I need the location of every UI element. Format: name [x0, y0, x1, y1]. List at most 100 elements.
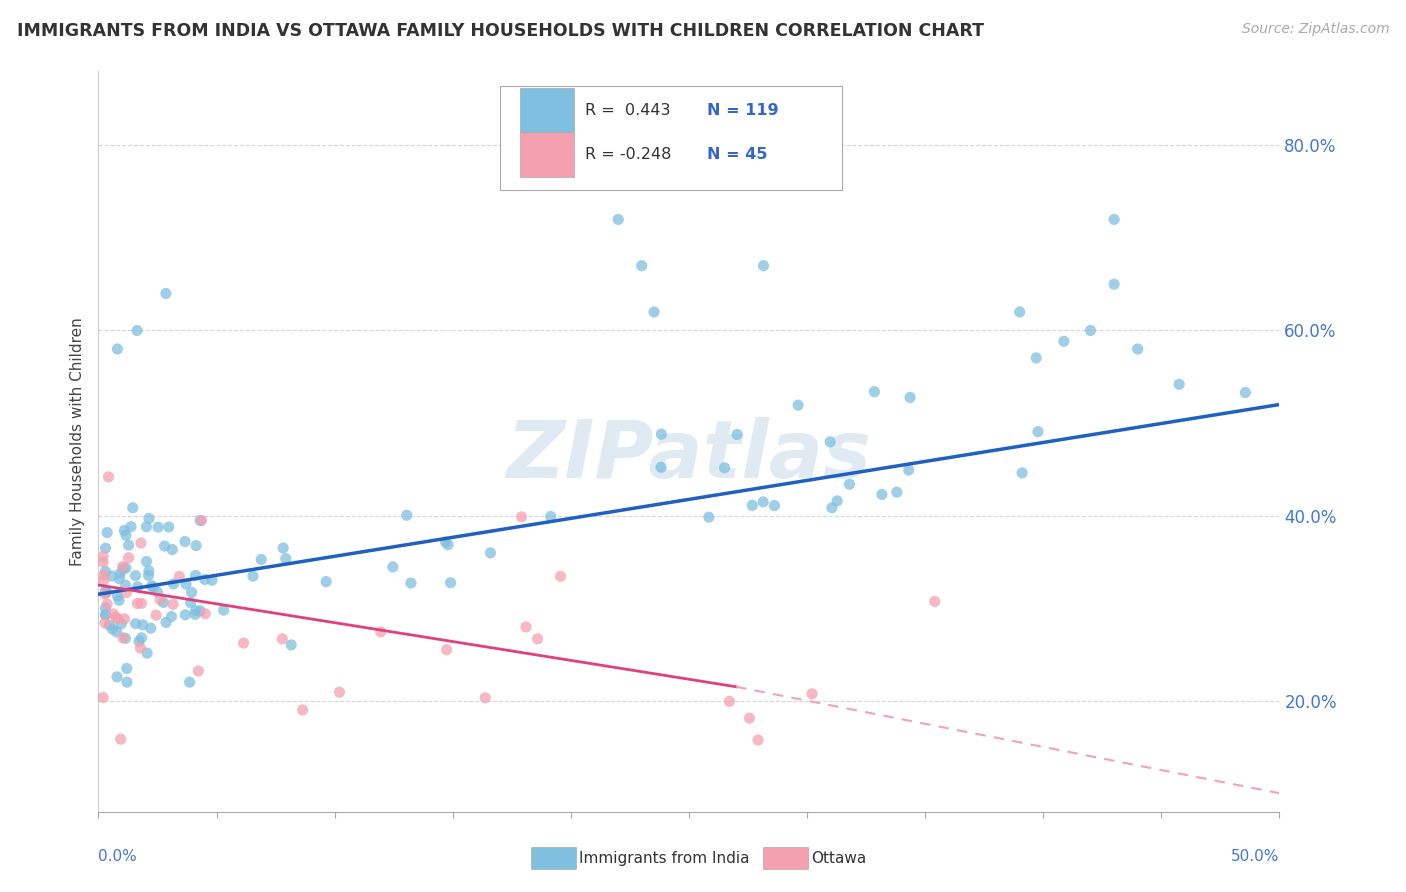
Point	[1168, 377, 1191, 392]
Point	[103, 607, 125, 621]
Point	[135, 554, 157, 568]
Point	[162, 542, 184, 557]
Point	[1102, 277, 1125, 292]
Point	[395, 508, 418, 523]
Point	[131, 631, 153, 645]
Text: 0.0%: 0.0%	[98, 849, 138, 863]
Point	[280, 638, 302, 652]
Point	[115, 585, 138, 599]
Point	[725, 427, 748, 442]
Point	[120, 519, 142, 533]
Point	[291, 703, 314, 717]
Point	[108, 566, 131, 581]
Point	[510, 509, 533, 524]
Point	[738, 711, 761, 725]
Point	[315, 574, 337, 589]
Point	[747, 733, 769, 747]
Point	[1008, 305, 1031, 319]
Text: Immigrants from India: Immigrants from India	[579, 851, 749, 865]
Point	[127, 597, 149, 611]
Point	[328, 685, 350, 699]
Point	[146, 585, 169, 599]
Point	[112, 524, 135, 538]
Point	[190, 514, 212, 528]
Point	[139, 621, 162, 635]
Point	[115, 661, 138, 675]
Point	[108, 572, 131, 586]
Point	[162, 598, 184, 612]
Point	[124, 616, 146, 631]
Point	[924, 594, 946, 608]
Point	[114, 632, 136, 646]
Point	[135, 520, 157, 534]
Point	[129, 536, 152, 550]
Point	[370, 624, 392, 639]
Point	[274, 551, 297, 566]
Point	[232, 636, 254, 650]
Point	[94, 585, 117, 599]
Point	[838, 477, 860, 491]
Point	[188, 514, 211, 528]
Point	[94, 601, 117, 615]
Point	[101, 569, 124, 583]
Point	[149, 592, 172, 607]
Point	[152, 595, 174, 609]
Point	[184, 604, 207, 618]
Point	[107, 589, 129, 603]
Point	[474, 690, 496, 705]
Point	[752, 495, 775, 509]
Point	[96, 597, 118, 611]
Point	[818, 434, 841, 449]
Text: IMMIGRANTS FROM INDIA VS OTTAWA FAMILY HOUSEHOLDS WITH CHILDREN CORRELATION CHAR: IMMIGRANTS FROM INDIA VS OTTAWA FAMILY H…	[17, 22, 984, 40]
Point	[180, 596, 202, 610]
Point	[1025, 351, 1047, 365]
Point	[112, 562, 135, 576]
Point	[155, 286, 177, 301]
Point	[129, 640, 152, 655]
Point	[160, 609, 183, 624]
Point	[93, 573, 115, 587]
Point	[1026, 425, 1049, 439]
Point	[271, 632, 294, 646]
Point	[825, 494, 848, 508]
Point	[821, 500, 844, 515]
Point	[801, 687, 824, 701]
Point	[127, 580, 149, 594]
Point	[114, 612, 136, 626]
Point	[1011, 466, 1033, 480]
Point	[115, 561, 138, 575]
Point	[550, 569, 572, 583]
Text: N = 119: N = 119	[707, 103, 779, 118]
Point	[94, 615, 117, 630]
Point	[201, 573, 224, 587]
Point	[540, 509, 562, 524]
Point	[157, 520, 180, 534]
Point	[180, 585, 202, 599]
Point	[437, 538, 460, 552]
Point	[127, 324, 149, 338]
Point	[121, 500, 143, 515]
Point	[101, 622, 124, 636]
Point	[91, 690, 114, 705]
Point	[138, 564, 160, 578]
Point	[212, 603, 235, 617]
Point	[91, 555, 114, 569]
Point	[104, 610, 127, 624]
Point	[96, 585, 118, 599]
Point	[787, 398, 810, 412]
Point	[242, 569, 264, 583]
Point	[650, 427, 672, 442]
Point	[108, 593, 131, 607]
Point	[115, 528, 138, 542]
Point	[184, 539, 207, 553]
Point	[174, 607, 197, 622]
Point	[870, 487, 893, 501]
Point	[93, 568, 115, 582]
Y-axis label: Family Households with Children: Family Households with Children	[70, 318, 86, 566]
Point	[436, 642, 458, 657]
Point	[155, 615, 177, 630]
Point	[271, 541, 294, 555]
Point	[863, 384, 886, 399]
Point	[1126, 342, 1149, 356]
Point	[94, 607, 117, 622]
